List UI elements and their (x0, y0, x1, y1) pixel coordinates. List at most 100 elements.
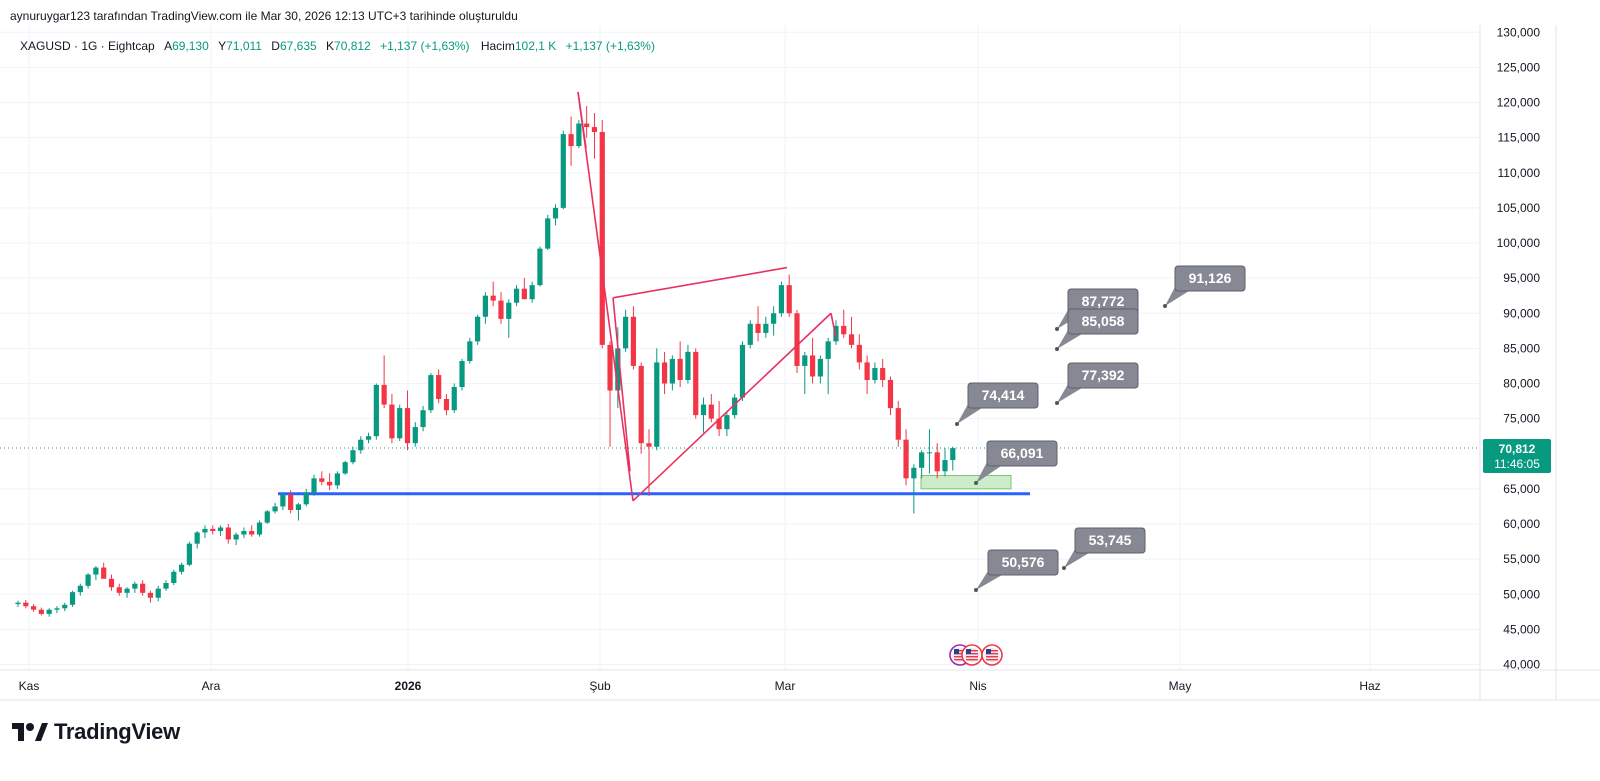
candle-body (381, 384, 387, 405)
candle (101, 562, 107, 579)
time-axis[interactable]: Kas Ara 2026 Şub Mar Nis May Haz (0, 669, 1600, 701)
candle (802, 351, 808, 395)
candle (576, 120, 582, 149)
candle-body (615, 348, 621, 391)
time-tick-label: Haz (1359, 679, 1380, 693)
price-axis[interactable]: 130,000 125,000 120,000 115,000 110,000 105,0… (1479, 25, 1557, 700)
candle (661, 351, 668, 395)
callout-anchor (1055, 347, 1059, 351)
event-flag-stripe (986, 656, 998, 658)
symbol-legend[interactable]: XAGUSD · 1G · Eightcap A69,130 Y71,011 D… (20, 39, 655, 53)
candle-body (69, 592, 76, 605)
callout-pointer (976, 462, 1001, 483)
candle-body (178, 564, 185, 572)
chart-attribution: aynuruygar123 tarafından TradingView.com… (10, 9, 518, 23)
candle-body (397, 408, 403, 439)
pattern-lower-line (632, 312, 832, 502)
candle-body (132, 583, 138, 589)
price-tick-label: 85,000 (1503, 341, 1540, 355)
symbol-name[interactable]: XAGUSD · 1G · Eightcap (20, 39, 155, 53)
candle (303, 488, 309, 507)
price-tick-label: 120,000 (1497, 96, 1541, 110)
price-callouts[interactable]: 91,126 87,772 85,058 77,392 74,414 66,091 53,7… (955, 265, 1246, 592)
callout-box (986, 440, 1058, 467)
event-flag-canton (954, 649, 959, 654)
candle-body (786, 285, 792, 314)
callout-anchor (1163, 304, 1167, 308)
candle (669, 355, 675, 391)
candle-body (942, 460, 948, 472)
candle-body (747, 323, 753, 345)
candle (327, 473, 333, 491)
candle (93, 566, 99, 581)
pattern-lower-tick (830, 313, 837, 338)
event-flag-stripe (966, 650, 978, 652)
candle-body (794, 313, 800, 366)
candle-body (646, 443, 652, 447)
time-tick-label: Şub (589, 679, 611, 693)
candle (638, 362, 644, 454)
pattern-drop-leg (577, 91, 634, 501)
candle (895, 401, 901, 447)
price-tick-label: 65,000 (1503, 482, 1540, 496)
candle (342, 460, 348, 475)
candle (498, 292, 504, 324)
pattern-peak-tick (577, 91, 587, 149)
tradingview-logo-icon (12, 723, 48, 741)
candle-body (420, 410, 426, 428)
candle-body (62, 604, 68, 609)
price-tick-label: 130,000 (1497, 25, 1541, 39)
candle-body (521, 288, 527, 300)
candle (724, 411, 730, 437)
economic-events[interactable] (949, 644, 1003, 666)
callout-box (1074, 527, 1146, 554)
price-callout: 53,745 (1062, 527, 1146, 570)
candle-body (77, 585, 83, 593)
candle-body (903, 439, 909, 479)
volume-value: 102,1 K (514, 39, 557, 53)
target-zone[interactable] (920, 475, 1012, 490)
candle (443, 394, 450, 416)
pattern-drawing[interactable] (577, 91, 837, 502)
event-flag-stripe (954, 659, 966, 661)
event-flag-stripe (986, 653, 998, 655)
event-flag-stripe (986, 659, 998, 661)
candle (124, 587, 130, 598)
candle-body (599, 132, 605, 345)
candle (778, 281, 785, 317)
candle (202, 525, 208, 539)
callout-pointer (957, 404, 982, 424)
candle-body (513, 288, 520, 303)
candle-body (30, 606, 37, 610)
candle (552, 204, 559, 226)
candle (459, 358, 465, 391)
time-tick-label: Kas (19, 679, 40, 693)
change-value: +1,137 (+1,63%) (380, 39, 470, 53)
candle-body (358, 439, 364, 451)
candle (529, 281, 535, 303)
callout-label: 53,745 (1089, 532, 1132, 548)
candle-body (537, 248, 543, 286)
candle-body (732, 397, 738, 416)
candle (171, 569, 177, 586)
candle (763, 316, 769, 338)
event-flag-stripe (954, 656, 966, 658)
candle-body (101, 567, 107, 579)
candle-body (560, 134, 566, 208)
candle-body (155, 588, 161, 598)
last-price-value: 70,812 (1499, 442, 1536, 456)
candle (903, 429, 909, 486)
tradingview-logo[interactable]: TradingView (12, 719, 180, 745)
candle-body (389, 404, 395, 439)
candle (693, 348, 699, 419)
pattern-upper-start (612, 297, 631, 472)
candle-body (225, 527, 231, 540)
candle-body (319, 478, 325, 482)
candle-body (467, 341, 473, 362)
time-tick-label: Ara (202, 679, 221, 693)
candle-body (739, 344, 746, 398)
candle (654, 348, 660, 451)
candle-body (147, 592, 154, 598)
candle (451, 383, 457, 414)
